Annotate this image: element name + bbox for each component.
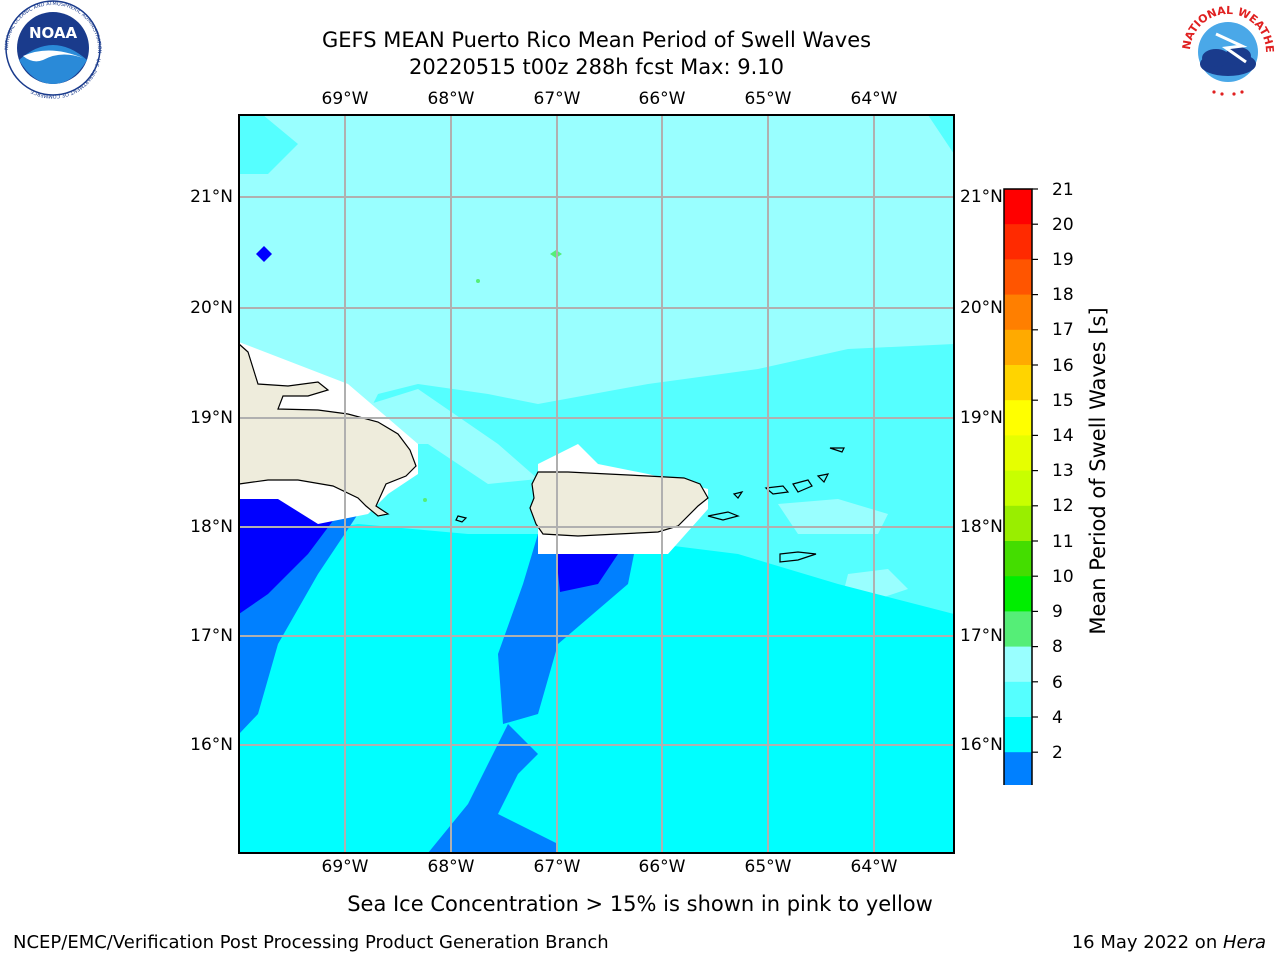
colorbar-tick-label: 8 (1052, 637, 1063, 657)
colorbar-segment (1004, 365, 1032, 401)
lon-label-top: 68°W (427, 89, 475, 109)
noaa-logo: NATIONAL OCEANIC AND ATMOSPHERIC ADMINIS… (4, 0, 102, 99)
swell-8-9-region (338, 389, 538, 484)
nws-logo: NATIONAL WEATHER SERVICE (1176, 0, 1276, 98)
lat-label-right: 21°N (960, 187, 1003, 207)
swell-2-4-region (428, 724, 558, 853)
island (816, 473, 830, 484)
lat-label-left: 17°N (190, 626, 233, 646)
island (792, 479, 813, 493)
colorbar-tick-label: 12 (1052, 496, 1074, 516)
lon-label-top: 65°W (744, 89, 792, 109)
island (455, 515, 468, 523)
swell-9-10-spot (423, 498, 427, 502)
colorbar-segment (1004, 505, 1032, 542)
lat-label-right: 17°N (960, 626, 1003, 646)
colorbar-tick-label: 19 (1052, 250, 1074, 270)
lon-label-bottom: 68°W (427, 857, 475, 877)
colorbar-label: Mean Period of Swell Waves [s] (1086, 307, 1110, 635)
colorbar-segment (1004, 189, 1032, 225)
lon-label-bottom: 66°W (638, 857, 686, 877)
lat-label-left: 19°N (190, 408, 233, 428)
colorbar-tick-label: 9 (1052, 602, 1063, 622)
colorbar-segment (1004, 294, 1032, 331)
swell-lt-2-region (256, 246, 272, 262)
colorbar-tick-label: 14 (1052, 426, 1074, 446)
lat-label-right: 19°N (960, 408, 1003, 428)
puerto-rico-landmass (529, 471, 709, 537)
colorbar-segment (1004, 611, 1032, 648)
map-panel (238, 114, 955, 854)
colorbar-tick-label: 11 (1052, 532, 1074, 552)
lon-label-top: 64°W (850, 89, 898, 109)
colorbar-tick-label: 21 (1052, 180, 1074, 200)
lon-label-top: 69°W (321, 89, 369, 109)
map-frame (238, 114, 955, 854)
swell-8-9-region (239, 115, 954, 434)
lat-label-left: 20°N (190, 298, 233, 318)
colorbar-tick-label: 15 (1052, 391, 1074, 411)
lon-label-top: 67°W (533, 89, 581, 109)
swell-8-9-region (778, 499, 888, 534)
lon-label-bottom: 67°W (533, 857, 581, 877)
chart-subtitle: 20220515 t00z 288h fcst Max: 9.10 (409, 55, 784, 79)
lon-label-top: 66°W (638, 89, 686, 109)
colorbar-tick-label: 10 (1052, 567, 1074, 587)
colorbar-segment (1004, 717, 1032, 753)
island (707, 511, 740, 521)
colorbar-tick-label: 18 (1052, 285, 1074, 305)
colorbar-frame (1003, 188, 1033, 785)
swell-9-10-spot (476, 279, 480, 283)
machine-name: Hera (1222, 932, 1266, 953)
colorbar-segment (1004, 752, 1032, 785)
colorbar-tick-label: 13 (1052, 461, 1074, 481)
lat-label-right: 20°N (960, 298, 1003, 318)
colorbar-segment (1004, 435, 1032, 472)
colorbar-tick-label: 6 (1052, 673, 1063, 693)
noaa-logo-text: NOAA (29, 24, 78, 42)
colorbar-tick-label: 16 (1052, 356, 1074, 376)
colorbar-tick-label: 17 (1052, 320, 1074, 340)
island (779, 551, 817, 563)
chart-title: GEFS MEAN Puerto Rico Mean Period of Swe… (321, 28, 872, 52)
colorbar-segment (1004, 400, 1032, 436)
map-gridlines (239, 115, 954, 853)
colorbar-segment (1004, 259, 1032, 296)
colorbar-segment (1004, 224, 1032, 260)
colorbar-segment (1004, 576, 1032, 612)
lon-label-bottom: 64°W (850, 857, 898, 877)
date-value: 16 May 2022 on (1071, 932, 1223, 953)
colorbar-tick-label: 2 (1052, 743, 1063, 763)
lat-label-right: 18°N (960, 517, 1003, 537)
lon-label-bottom: 69°W (321, 857, 369, 877)
lat-label-right: 16°N (960, 735, 1003, 755)
island (764, 485, 790, 495)
colorbar-segment (1004, 470, 1032, 507)
credit-text: NCEP/EMC/Verification Post Processing Pr… (13, 932, 609, 953)
colorbar-segment (1004, 541, 1032, 577)
swell-2-4-region (498, 534, 638, 724)
colorbar (1003, 188, 1038, 785)
colorbar-segment (1004, 329, 1032, 366)
lat-label-left: 21°N (190, 187, 233, 207)
lat-label-left: 18°N (190, 517, 233, 537)
lat-label-left: 16°N (190, 735, 233, 755)
island (829, 447, 845, 453)
island (732, 491, 744, 499)
colorbar-segment (1004, 646, 1032, 683)
swell-4-6-region (239, 524, 954, 853)
colorbar-segment (1004, 681, 1032, 718)
hispaniola-landmass (238, 342, 417, 517)
colorbar-tick-label: 20 (1052, 215, 1074, 235)
date-text: 16 May 2022 on Hera (1072, 932, 1266, 954)
lon-label-bottom: 65°W (744, 857, 792, 877)
colorbar-tick-label: 4 (1052, 708, 1063, 728)
swell-lt-2-region (556, 554, 618, 592)
